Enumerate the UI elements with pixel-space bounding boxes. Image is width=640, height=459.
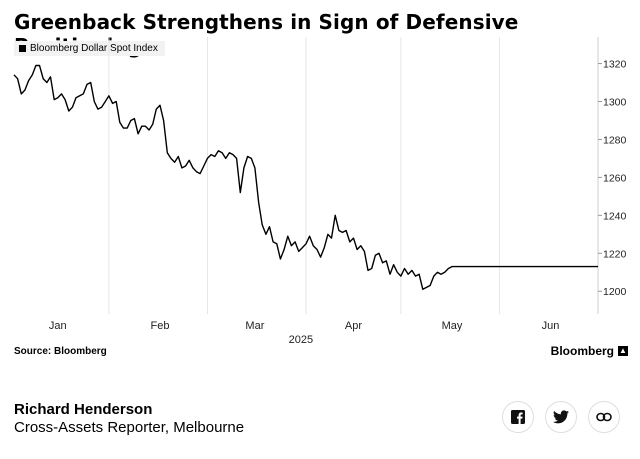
series-line-0 — [13, 64, 598, 290]
legend-label: Bloomberg Dollar Spot Index — [30, 43, 158, 54]
x-tick-label-feb: Feb — [151, 320, 170, 332]
twitter-share-button[interactable] — [545, 401, 577, 433]
y-tick-label-1320: 1320 — [603, 59, 627, 71]
brand-label: Bloomberg — [550, 344, 614, 358]
bloomberg-brand[interactable]: Bloomberg ▲ — [551, 344, 628, 358]
legend: Bloomberg Dollar Spot Index — [14, 41, 165, 56]
line-chart: 1200 1220 1240 1260 1280 1300 1320 Jan Feb Mar Apr… — [13, 37, 627, 346]
source-note: Source: Bloomberg — [14, 346, 107, 357]
y-tick-label-1240: 1240 — [603, 210, 627, 222]
y-tick-label-1200: 1200 — [603, 286, 627, 298]
y-tick-label-1280: 1280 — [603, 134, 627, 146]
x-tick-label-jun: Jun — [542, 320, 560, 332]
author-role: Cross-Assets Reporter, Melbourne — [14, 419, 245, 436]
y-tick-label-1260: 1260 — [603, 172, 627, 184]
x-tick-label-apr: Apr — [345, 320, 362, 332]
author-name[interactable]: Richard Henderson — [14, 401, 153, 418]
bloomberg-logo-icon: ▲ — [618, 346, 628, 356]
facebook-icon — [511, 410, 525, 424]
x-tick-label-may: May — [442, 320, 463, 332]
facebook-share-button[interactable] — [502, 401, 534, 433]
legend-swatch — [19, 45, 26, 52]
x-tick-label-mar: Mar — [245, 320, 264, 332]
x-tick-label-jan: Jan — [49, 320, 67, 332]
link-icon — [596, 412, 612, 422]
x-axis-year-label: 2025 — [289, 334, 313, 346]
copy-link-button[interactable] — [588, 401, 620, 433]
y-tick-label-1300: 1300 — [603, 97, 627, 109]
y-tick-label-1220: 1220 — [603, 248, 627, 260]
twitter-icon — [553, 410, 569, 424]
